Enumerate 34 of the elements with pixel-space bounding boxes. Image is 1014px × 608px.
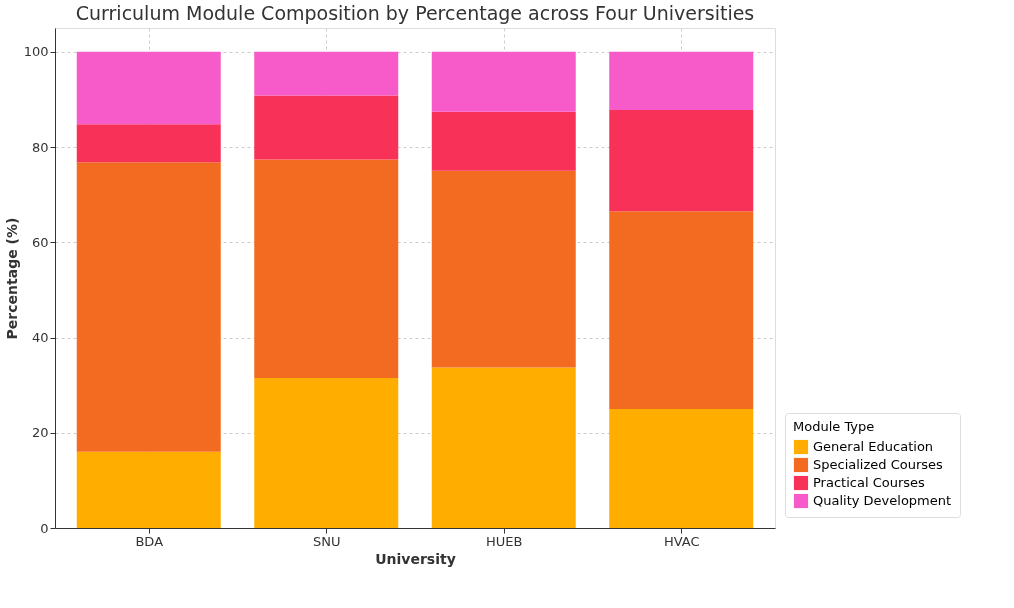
bar xyxy=(609,408,754,528)
x-tick-label: SNU xyxy=(313,533,341,549)
y-tick-label: 100 xyxy=(23,44,49,60)
y-tick-label: 60 xyxy=(31,234,49,250)
bar xyxy=(76,124,221,163)
bar xyxy=(76,162,221,452)
y-tick-label: 0 xyxy=(40,520,49,536)
y-tick-label: 20 xyxy=(31,425,49,441)
bar xyxy=(609,51,754,110)
bar xyxy=(431,51,576,112)
y-tick-label: 40 xyxy=(31,330,49,346)
bar xyxy=(254,378,399,528)
y-tick-label: 80 xyxy=(31,139,49,155)
bar xyxy=(254,159,399,378)
bar xyxy=(431,111,576,171)
legend-label: Specialized Courses xyxy=(813,457,944,472)
bar xyxy=(254,95,399,160)
x-axis-title: University xyxy=(375,550,456,567)
bar xyxy=(254,51,399,96)
legend-label: Practical Courses xyxy=(813,475,926,490)
bar xyxy=(76,51,221,125)
legend-title: Module Type xyxy=(793,419,875,434)
legend-label: General Education xyxy=(813,439,934,454)
bar xyxy=(609,211,754,409)
chart-title: Curriculum Module Composition by Percentage across Four Universities xyxy=(75,2,755,24)
bar xyxy=(431,367,576,528)
bar xyxy=(431,170,576,368)
y-axis-title: Percentage (%) xyxy=(3,217,20,340)
x-tick-label: HUEB xyxy=(486,533,523,549)
legend-label: Quality Development xyxy=(813,493,952,508)
bar xyxy=(76,451,221,528)
bar xyxy=(609,109,754,212)
x-tick-label: HVAC xyxy=(663,533,700,549)
x-tick-label: BDA xyxy=(135,533,164,549)
